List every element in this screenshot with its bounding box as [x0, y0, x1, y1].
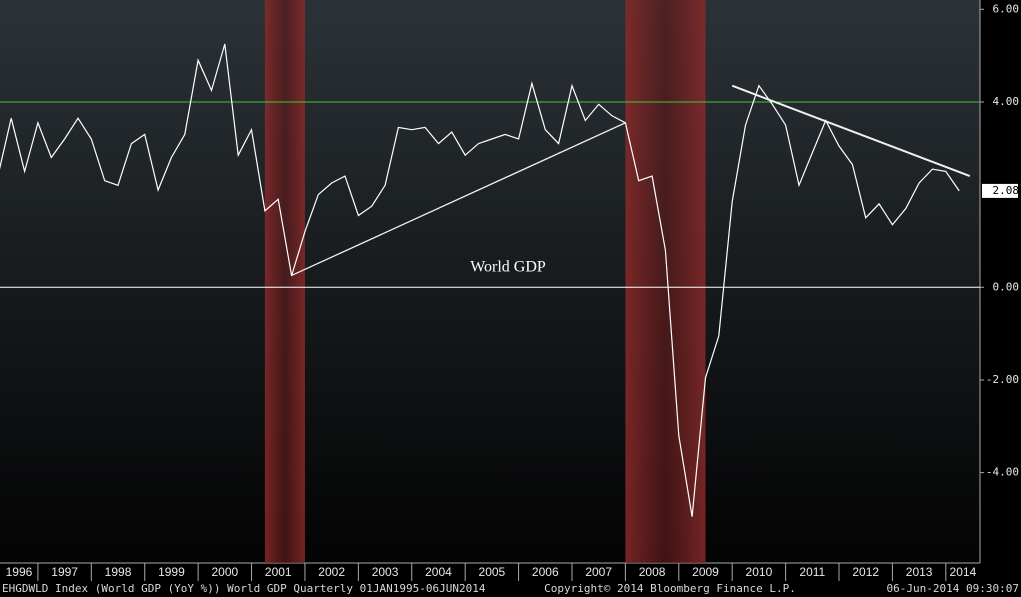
- x-axis-background: [0, 563, 1021, 582]
- x-tick-label: 2013: [906, 565, 933, 579]
- x-tick-label: 2014: [950, 565, 977, 579]
- y-tick-label: 6.00: [993, 2, 1020, 15]
- footer-center: Copyright© 2014 Bloomberg Finance L.P.: [544, 582, 796, 595]
- x-tick-label: 2006: [532, 565, 559, 579]
- x-tick-label: 2012: [852, 565, 879, 579]
- x-tick-label: 2005: [479, 565, 506, 579]
- shaded-region: [264, 0, 305, 563]
- x-tick-label: 1996: [6, 565, 33, 579]
- x-tick-label: 2008: [639, 565, 666, 579]
- trend-line: [290, 122, 626, 277]
- trend-line: [731, 84, 971, 178]
- x-tick-label: 2009: [692, 565, 719, 579]
- axis-background: [980, 0, 1021, 563]
- x-tick-label: 2011: [799, 565, 825, 579]
- x-tick-label: 2004: [425, 565, 452, 579]
- y-tick-label: -4.00: [986, 466, 1019, 479]
- x-tick-label: 1999: [158, 565, 185, 579]
- plot-background: [0, 0, 980, 563]
- x-tick-label: 2007: [585, 565, 612, 579]
- y-tick-label: 4.00: [993, 95, 1020, 108]
- x-tick-label: 1997: [51, 565, 78, 579]
- x-tick-label: 2010: [746, 565, 773, 579]
- shaded-region: [625, 0, 706, 563]
- y-tick-label: -2.00: [986, 373, 1019, 386]
- x-tick-label: 2000: [211, 565, 238, 579]
- x-tick-label: 2001: [265, 565, 292, 579]
- x-tick-label: 1998: [105, 565, 132, 579]
- y-tick-label: 0.00: [993, 280, 1020, 293]
- last-value-label: 2.08: [993, 184, 1020, 197]
- data-line: [0, 43, 960, 517]
- last-value-box: [982, 183, 1018, 198]
- footer-right: 06-Jun-2014 09:30:07: [887, 582, 1019, 595]
- x-tick-label: 2003: [372, 565, 399, 579]
- footer-left: EHGDWLD Index (World GDP (YoY %)) World …: [2, 582, 486, 595]
- x-tick-label: 2002: [318, 565, 345, 579]
- annotation: World GDP: [470, 259, 546, 276]
